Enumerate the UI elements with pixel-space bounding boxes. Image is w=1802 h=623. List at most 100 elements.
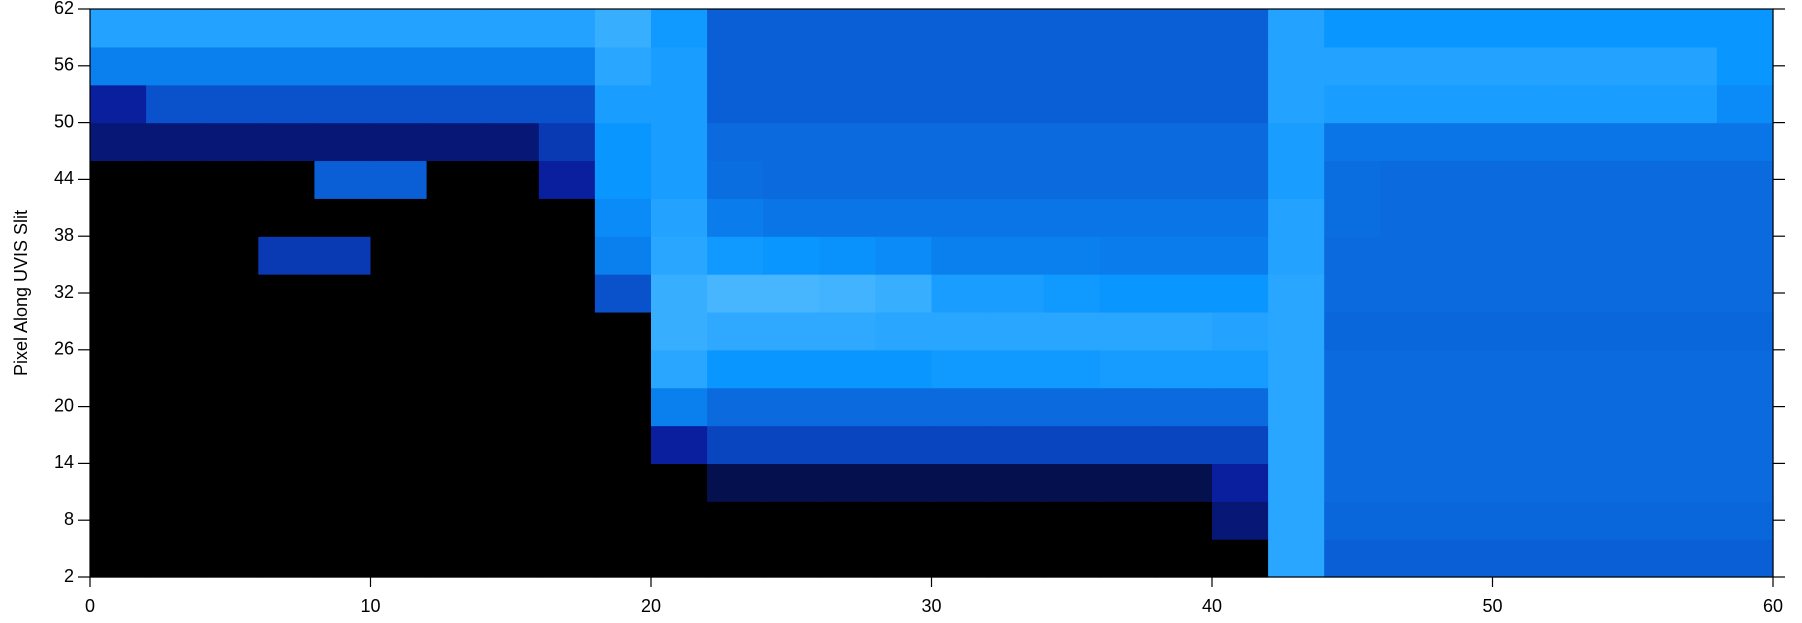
heatmap-cell	[538, 311, 596, 351]
heatmap-cell	[90, 349, 147, 389]
y-tick-label: 32	[54, 282, 74, 302]
heatmap-cell	[1436, 274, 1494, 313]
heatmap-cell	[1436, 501, 1494, 540]
heatmap-cell	[258, 539, 315, 578]
y-tick-label: 44	[54, 168, 74, 188]
heatmap-cell	[146, 539, 203, 578]
heatmap-cell	[1380, 387, 1437, 427]
heatmap-cell	[426, 274, 484, 313]
heatmap-cell	[538, 160, 596, 199]
heatmap-cell	[1380, 9, 1437, 48]
heatmap-cell	[651, 46, 708, 86]
x-tick-label: 30	[921, 596, 941, 616]
heatmap-cell	[819, 425, 876, 464]
heatmap-cell	[1604, 501, 1662, 540]
heatmap-cell	[538, 349, 596, 389]
heatmap-cell	[1716, 9, 1774, 48]
heatmap-cell	[1212, 236, 1269, 275]
heatmap-cell	[146, 501, 203, 540]
heatmap-cell	[763, 46, 820, 86]
heatmap-cell	[538, 122, 596, 162]
heatmap-cell	[1155, 160, 1213, 199]
heatmap-cell	[931, 311, 989, 351]
heatmap-cell	[370, 160, 428, 199]
heatmap-cell	[651, 274, 708, 313]
heatmap-cell	[426, 46, 484, 86]
x-tick-label: 50	[1482, 596, 1502, 616]
heatmap-cell	[987, 274, 1045, 313]
heatmap-cell	[875, 425, 933, 464]
heatmap-cell	[1380, 122, 1437, 162]
heatmap-cell	[1155, 425, 1213, 464]
heatmap-cell	[1043, 463, 1101, 502]
y-tick-label: 26	[54, 339, 74, 359]
heatmap-cell	[1380, 236, 1437, 275]
heatmap-cell	[90, 9, 147, 48]
heatmap-cell	[146, 84, 203, 124]
heatmap-cell	[1380, 46, 1437, 86]
heatmap-cell	[370, 122, 428, 162]
heatmap-cell	[1548, 425, 1606, 464]
heatmap-cell	[1380, 463, 1437, 502]
heatmap-cell	[931, 9, 989, 48]
y-tick-label: 14	[54, 452, 74, 472]
heatmap-cell	[202, 349, 259, 389]
heatmap-cell	[538, 501, 596, 540]
heatmap-cell	[1099, 463, 1157, 502]
heatmap-cell	[1716, 198, 1774, 237]
heatmap-cell	[763, 387, 820, 427]
heatmap-cell	[202, 9, 259, 48]
heatmap-cell	[987, 122, 1045, 162]
heatmap-cell	[1604, 236, 1662, 275]
heatmap-cell	[1716, 274, 1774, 313]
heatmap-cell	[1155, 387, 1213, 427]
heatmap-cell	[1604, 274, 1662, 313]
heatmap-cell	[987, 539, 1045, 578]
heatmap-cell	[931, 349, 989, 389]
heatmap-cell	[651, 84, 708, 124]
heatmap-cell	[819, 122, 876, 162]
heatmap-cell	[426, 198, 484, 237]
heatmap-cell	[1604, 46, 1662, 86]
heatmap-cell	[819, 463, 876, 502]
heatmap-cell	[202, 425, 259, 464]
heatmap-cell	[763, 274, 820, 313]
heatmap-cell	[1660, 463, 1718, 502]
heatmap-cell	[314, 274, 372, 313]
heatmap-cell	[1548, 539, 1606, 578]
heatmap-cell	[370, 236, 428, 275]
heatmap-cell	[482, 84, 540, 124]
heatmap-cell	[1155, 311, 1213, 351]
heatmap-cell	[482, 46, 540, 86]
heatmap-cell	[1548, 46, 1606, 86]
heatmap-cell	[819, 274, 876, 313]
heatmap-cell	[426, 160, 484, 199]
heatmap-cell	[1324, 501, 1381, 540]
heatmap-cell	[651, 198, 708, 237]
heatmap-cell	[1548, 463, 1606, 502]
heatmap-cell	[1492, 198, 1550, 237]
heatmap-cell	[1380, 274, 1437, 313]
heatmap-cell	[651, 9, 708, 48]
heatmap-cell	[370, 425, 428, 464]
heatmap-cell	[1436, 9, 1494, 48]
heatmap-cell	[1548, 274, 1606, 313]
heatmap-cell	[651, 311, 708, 351]
heatmap-cell	[1604, 84, 1662, 124]
heatmap-cell	[987, 46, 1045, 86]
heatmap-cell	[482, 122, 540, 162]
heatmap-cell	[1268, 236, 1325, 275]
heatmap-cell	[1043, 46, 1101, 86]
heatmap-cell	[763, 160, 820, 199]
heatmap-cell	[819, 501, 876, 540]
heatmap-cell	[314, 311, 372, 351]
heatmap-cell	[1436, 349, 1494, 389]
heatmap-cell	[1043, 9, 1101, 48]
heatmap-cell	[1268, 501, 1325, 540]
heatmap-cell	[1043, 539, 1101, 578]
heatmap-cell	[314, 463, 372, 502]
heatmap-cell	[594, 463, 652, 502]
heatmap-cell	[987, 425, 1045, 464]
heatmap-cell	[819, 539, 876, 578]
heatmap-cell	[1716, 311, 1774, 351]
